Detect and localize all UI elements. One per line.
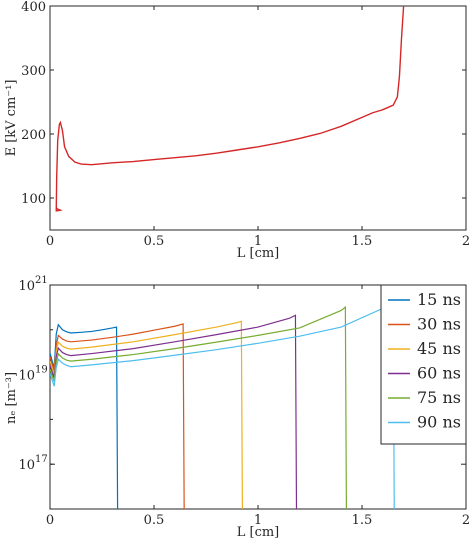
top-plot-frame [49,5,467,231]
bottom-x-tick-label: 1 [254,513,262,528]
top-x-tick-label: 0 [46,234,54,249]
tick-base: 10 [18,279,35,294]
legend-box [380,284,467,445]
bottom-x-axis-label: L [cm] [237,525,280,540]
top-x-axis-label: L [cm] [237,246,280,261]
field-series-line [55,6,405,212]
legend-label: 75 ns [417,388,461,407]
density-series-line [50,320,243,509]
top-x-tick-label: 1 [254,234,262,249]
bottom-y-tick-label: 10 [18,369,35,384]
tick-base: 10 [18,458,35,473]
density-series-line [50,323,119,509]
top-x-tick-label: 0.5 [144,234,165,249]
density-series-line [50,296,395,509]
tick-exponent: 21 [35,275,48,286]
bottom-x-tick-label: 2 [462,513,470,528]
tick-exponent: 19 [35,365,48,376]
top-y-tick-label: 400 [21,0,46,15]
tick-exponent: 17 [35,454,48,465]
bottom-y-tick-label: 10 [18,458,35,473]
bottom-x-tick-label: 0 [46,513,54,528]
density-series-line [50,305,347,509]
legend: 15 ns 30 ns 45 ns 60 ns 75 ns 90 ns [380,284,467,445]
legend-label: 15 ns [417,290,461,309]
top-y-axis-label: E [kV cm⁻¹] [4,80,19,157]
bottom-x-tick-label: 1.5 [352,513,373,528]
legend-label: 90 ns [417,413,461,432]
density-series-line [50,314,298,509]
bottom-x-tick-label: 0.5 [144,513,165,528]
top-x-tick-label: 1.5 [352,234,373,249]
top-y-tick-label: 200 [21,128,46,143]
top-y-tick-label: 100 [21,192,46,207]
legend-label: 60 ns [417,364,461,383]
density-series-line [50,323,186,509]
bottom-y-tick-label: 10 [18,279,35,294]
tick-base: 10 [18,369,35,384]
top-x-tick-label: 2 [462,234,470,249]
legend-label: 45 ns [417,339,461,358]
bottom-y-axis-label: nₑ [m⁻³] [4,372,19,424]
electric-field-plot: 0 0.5 1 1.5 2 100 200 300 400 L [cm] E [kV cm⁻¹] [4,0,470,261]
legend-label: 30 ns [417,315,461,334]
top-y-tick-label: 300 [21,64,46,79]
